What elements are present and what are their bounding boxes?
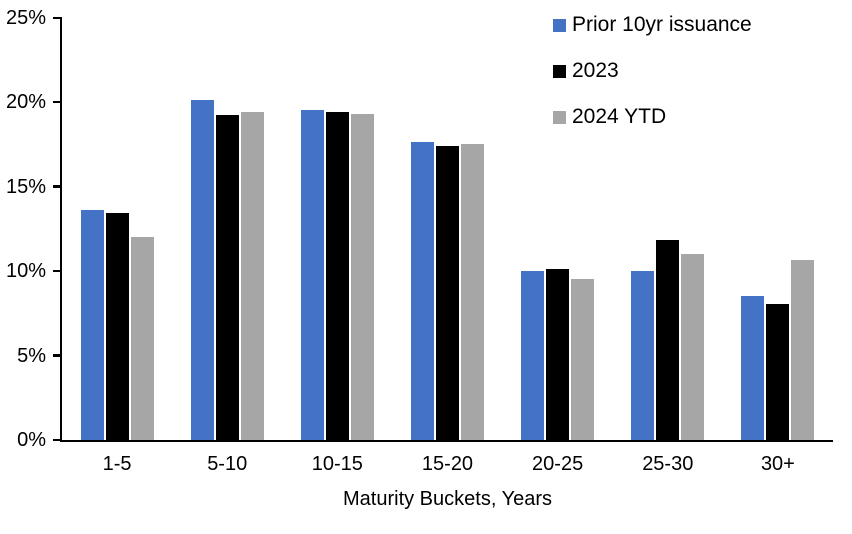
y-tick-label: 5% — [17, 344, 46, 367]
bar-group-30+ — [723, 18, 833, 440]
y-axis-labels: 0% 5% 10% 15% 20% 25% — [0, 7, 46, 451]
x-axis-labels: 1-5 5-10 10-15 15-20 20-25 25-30 30+ — [62, 453, 833, 476]
legend-label-prior-10yr-issuance: Prior 10yr issuance — [572, 13, 752, 36]
legend-label-2024-ytd: 2024 YTD — [572, 105, 667, 128]
bar-group-20-25 — [503, 18, 613, 440]
y-tick-mark — [53, 16, 62, 19]
x-tick-label: 10-15 — [311, 453, 363, 475]
legend-item-2023: 2023 — [553, 58, 752, 84]
legend-swatch-black — [553, 64, 566, 78]
bar-prior-10yr-issuance-25-30 — [630, 269, 656, 440]
x-axis-title: Maturity Buckets, Years — [343, 488, 552, 510]
bar-2023-5-10 — [214, 114, 240, 440]
y-tick-label: 0% — [17, 429, 46, 451]
bar-prior-10yr-issuance-30+ — [740, 294, 766, 440]
y-tick-mark — [53, 185, 62, 188]
bar-2024-ytd-30+ — [790, 259, 816, 440]
bar-2024-ytd-20-25 — [570, 277, 596, 440]
y-tick-label: 25% — [5, 7, 46, 29]
y-tick-mark — [53, 354, 62, 357]
bar-prior-10yr-issuance-1-5 — [79, 208, 105, 440]
legend: Prior 10yr issuance 2023 2024 YTD — [553, 12, 752, 130]
bar-2023-30+ — [765, 303, 791, 440]
bar-prior-10yr-issuance-15-20 — [409, 141, 435, 440]
bar-2024-ytd-1-5 — [129, 235, 155, 440]
y-axis-tick-marks — [53, 16, 833, 441]
bar-group-10-15 — [282, 18, 392, 440]
bar-group-5-10 — [172, 18, 282, 440]
bar-2024-ytd-25-30 — [680, 252, 706, 440]
bar-2024-ytd-10-15 — [349, 112, 375, 440]
bar-2023-1-5 — [104, 212, 130, 440]
x-tick-label: 30+ — [760, 453, 795, 475]
x-tick-label: 15-20 — [421, 453, 474, 475]
legend-item-2024-ytd: 2024 YTD — [553, 104, 752, 130]
y-tick-mark — [53, 269, 62, 273]
y-tick-mark — [53, 100, 62, 104]
bar-2023-10-15 — [324, 110, 350, 440]
bar-group-15-20 — [392, 18, 502, 440]
y-tick-mark — [53, 438, 62, 441]
legend-label-2023: 2023 — [572, 59, 619, 82]
plot-bars — [62, 18, 833, 440]
bar-prior-10yr-issuance-5-10 — [189, 99, 215, 440]
x-tick-label: 1-5 — [102, 453, 132, 475]
bar-2024-ytd-15-20 — [459, 142, 485, 440]
plot-area — [53, 16, 833, 442]
legend-swatch-gray — [553, 110, 566, 124]
x-tick-label: 5-10 — [207, 453, 248, 475]
legend-item-prior-10yr-issuance: Prior 10yr issuance — [553, 12, 752, 38]
bar-2023-20-25 — [545, 267, 571, 440]
bar-2023-25-30 — [655, 239, 681, 440]
bar-prior-10yr-issuance-10-15 — [299, 109, 325, 440]
bar-2024-ytd-5-10 — [239, 110, 265, 440]
y-tick-label: 10% — [5, 260, 46, 283]
x-tick-label: 25-30 — [642, 453, 694, 475]
legend-swatch-blue — [553, 18, 566, 32]
bar-group-1-5 — [62, 18, 172, 440]
bar-2023-15-20 — [434, 144, 460, 440]
y-tick-label: 20% — [5, 91, 46, 114]
y-tick-label: 15% — [5, 175, 46, 198]
bar-group-25-30 — [613, 18, 723, 440]
bar-prior-10yr-issuance-20-25 — [520, 269, 546, 440]
x-tick-label: 20-25 — [532, 453, 584, 475]
